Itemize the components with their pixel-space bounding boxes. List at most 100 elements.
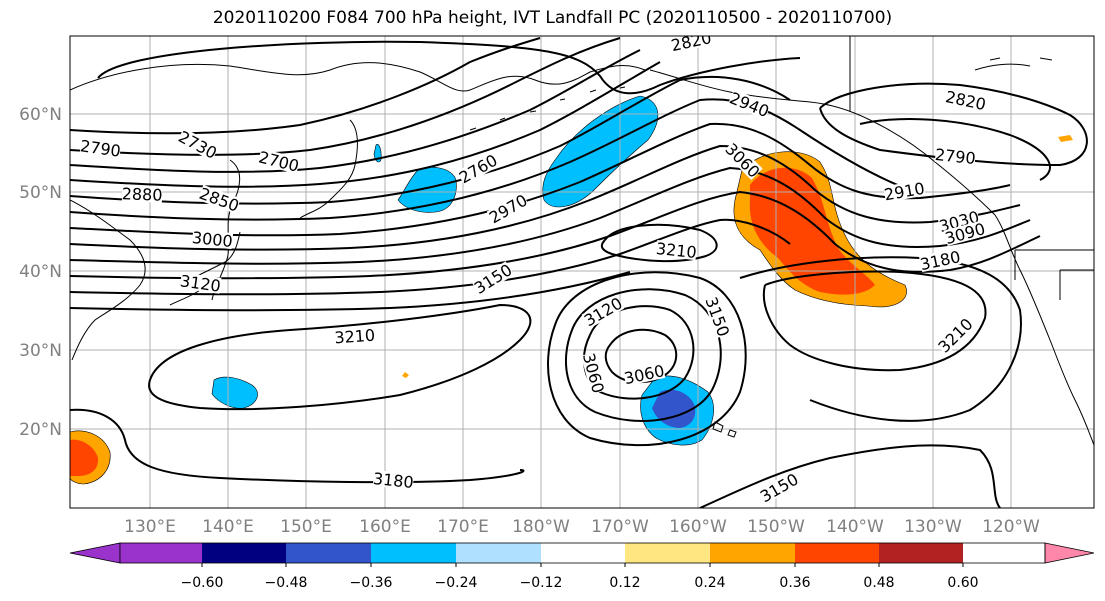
colorbar-segment: [202, 543, 286, 563]
colorbar-arrow-right: [1044, 542, 1095, 564]
contour-3210-east: [762, 270, 987, 372]
contour-2790-east: [859, 118, 1051, 181]
lat-label: 30°N: [19, 341, 62, 361]
lat-label: 60°N: [19, 105, 62, 125]
contour-2700: [70, 61, 661, 188]
contour-3150-loop: [547, 271, 747, 447]
contour-3030: [70, 218, 791, 296]
contour-label-bg: [934, 145, 977, 167]
lon-label: 120°W: [982, 517, 1040, 537]
contour-label-bg: [883, 179, 926, 203]
colorbar-segment: [541, 543, 625, 563]
contour-label-bg: [580, 351, 607, 395]
colorbar-segment: [879, 543, 963, 563]
contour-label-bg: [935, 315, 975, 355]
contour-2730: [70, 49, 641, 173]
contour-label-bg: [79, 137, 122, 159]
contour-3180-south: [70, 408, 525, 484]
contour-label-bg: [471, 261, 515, 296]
coastline-north-america-west: [994, 214, 1094, 446]
contour-label-bg: [456, 151, 500, 186]
contour-2970: [70, 166, 1031, 265]
contour-3150-south: [699, 444, 1001, 508]
coastlines: [70, 36, 1094, 446]
colorbar-segment: [120, 543, 202, 563]
colorbar-tick-label: −0.24: [435, 575, 478, 591]
ivt-strong-region-philippine-sea: [70, 439, 99, 476]
colorbar-arrow-left: [69, 542, 121, 564]
contour-label-bg: [191, 228, 234, 250]
colorbar-segment: [371, 543, 456, 563]
contour-label-bg: [918, 248, 962, 273]
contour-label-bg: [622, 362, 666, 387]
contour-label-bg: [372, 469, 415, 491]
ivt-positive-spot-canada: [1058, 135, 1073, 142]
coastline-alaska: [649, 69, 996, 216]
colorbar-tick-label: −0.12: [520, 575, 563, 591]
coastline-aleutians: [469, 86, 626, 131]
contour-label-bg: [703, 295, 733, 339]
contour-label-bg: [669, 36, 713, 54]
lon-label: 160°E: [359, 517, 411, 537]
lon-label: 170°E: [437, 517, 489, 537]
contour-label-bg: [757, 470, 801, 505]
colorbar-tick-label: 0.36: [779, 575, 810, 591]
lon-label: 170°W: [591, 517, 649, 537]
contour-3210-high-north: [600, 223, 718, 263]
lon-label: 130°E: [124, 517, 176, 537]
ivt-negative-region-nw-pacific: [397, 167, 457, 213]
contour-label-bg: [655, 239, 698, 261]
colorbar-tick-label: −0.36: [350, 575, 393, 591]
contour-label: 3210: [655, 239, 697, 262]
longitude-labels: 130°E 140°E 150°E 160°E 170°E 180°W 170°W 160°W…: [124, 517, 1040, 537]
coastline-siberia: [70, 62, 646, 92]
colorbar-frame: [119, 542, 1046, 564]
lon-label: 150°W: [747, 517, 805, 537]
contour-label-bg: [943, 220, 987, 247]
colorbar-segment: [625, 543, 710, 563]
colorbar-tick-label: 0.24: [694, 575, 725, 591]
contour-label: 3210: [334, 326, 376, 348]
contour-label-bg: [334, 326, 376, 346]
coastline-east-asia: [70, 199, 146, 361]
contour-label-bg: [257, 148, 301, 174]
lat-label: 20°N: [19, 420, 62, 440]
colorbar-segment: [710, 543, 795, 563]
colorbar-tick-label: 0.60: [947, 575, 978, 591]
contour-label: 3180: [372, 469, 414, 492]
contour-label: 2790: [934, 145, 976, 168]
contour-label-bg: [197, 184, 241, 214]
lat-label: 40°N: [19, 262, 62, 282]
contour-2850: [70, 98, 911, 221]
lon-label: 140°E: [202, 517, 254, 537]
contour-label-bg: [937, 208, 981, 235]
latitude-labels: 60°N 50°N 40°N 30°N 20°N: [19, 105, 62, 440]
lon-label: 150°E: [280, 517, 332, 537]
contour-label: 2880: [121, 184, 162, 204]
map-frame: [69, 35, 1095, 509]
contour-label-bg: [176, 128, 220, 161]
lon-label: 140°W: [826, 517, 884, 537]
contour-label-bg: [581, 294, 625, 329]
contour-3180-east: [739, 256, 1022, 422]
map-title: 2020110200 F084 700 hPa height, IVT Land…: [212, 8, 893, 28]
coastline-canada-interior: [849, 36, 1094, 300]
contour-3120-north: [70, 271, 631, 312]
lon-label: 130°W: [904, 517, 962, 537]
contour-3060-loop: [604, 328, 678, 384]
colorbar-segment: [795, 543, 879, 563]
colorbar-tick-label: −0.60: [181, 575, 224, 591]
colorbar: −0.60 −0.48 −0.36 −0.24 −0.12 0.12 0.24 0.36 0.4…: [69, 542, 1095, 591]
coastline-hawaii: [712, 421, 737, 438]
contour-label-bg: [179, 272, 222, 294]
ivt-strong-region-ne-pacific: [749, 167, 875, 295]
contour-label-bg: [121, 185, 163, 203]
contour-label-bg: [944, 88, 988, 113]
colorbar-segment: [456, 543, 541, 563]
ivt-positive-small-spot: [402, 372, 409, 378]
ivt-negative-region-central-north: [542, 95, 659, 208]
contour-2790-west: [70, 37, 541, 135]
